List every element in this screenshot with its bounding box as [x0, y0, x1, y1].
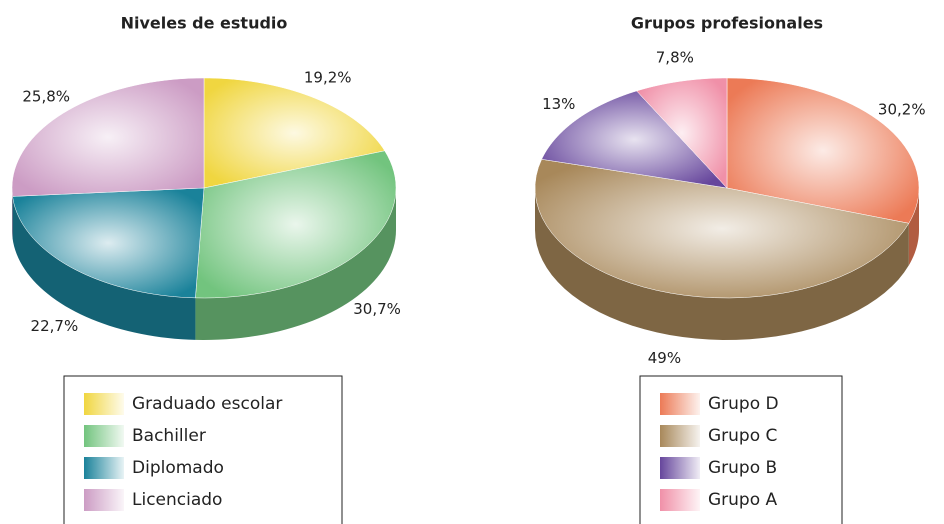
pie-slice: [534, 159, 910, 299]
data-label: 13%: [542, 95, 575, 113]
pie-slice: [11, 77, 205, 197]
legend-swatch: [84, 457, 124, 479]
data-label: 7,8%: [656, 48, 694, 66]
pie-side: [12, 188, 13, 239]
data-label: 25,8%: [22, 87, 70, 105]
legend-label: Graduado escolar: [132, 394, 282, 414]
legend-swatch: [84, 489, 124, 511]
legend-swatch: [660, 457, 700, 479]
legend-label: Grupo B: [708, 458, 777, 478]
legend-swatch: [84, 393, 124, 415]
legend-label: Licenciado: [132, 490, 222, 510]
data-label: 19,2%: [304, 69, 352, 87]
pie-slice: [726, 77, 920, 224]
pie-slice: [203, 77, 386, 189]
data-label: 49%: [648, 349, 681, 367]
legend-label: Grupo C: [708, 426, 777, 446]
pie-side: [908, 188, 919, 266]
pie-slice: [12, 187, 205, 299]
legend-box: [639, 375, 843, 524]
pie-slice: [195, 150, 397, 299]
legend-label: Grupo D: [708, 394, 779, 414]
pie-side: [535, 188, 909, 340]
chart-title: Niveles de estudio: [121, 14, 288, 33]
pie-side: [195, 188, 396, 340]
legend-swatch: [660, 425, 700, 447]
pie-slice: [636, 77, 728, 189]
data-label: 30,7%: [353, 300, 401, 318]
data-label: 30,2%: [878, 100, 926, 118]
legend-label: Diplomado: [132, 458, 224, 478]
pie-slice: [541, 90, 728, 189]
data-label: 22,7%: [31, 317, 79, 335]
pie-side: [12, 196, 196, 340]
chart-title: Grupos profesionales: [631, 14, 823, 33]
legend-label: Grupo A: [708, 490, 778, 510]
legend-swatch: [660, 489, 700, 511]
legend-label: Bachiller: [132, 426, 206, 446]
legend-swatch: [84, 425, 124, 447]
legend-swatch: [660, 393, 700, 415]
legend-box: [63, 375, 343, 524]
